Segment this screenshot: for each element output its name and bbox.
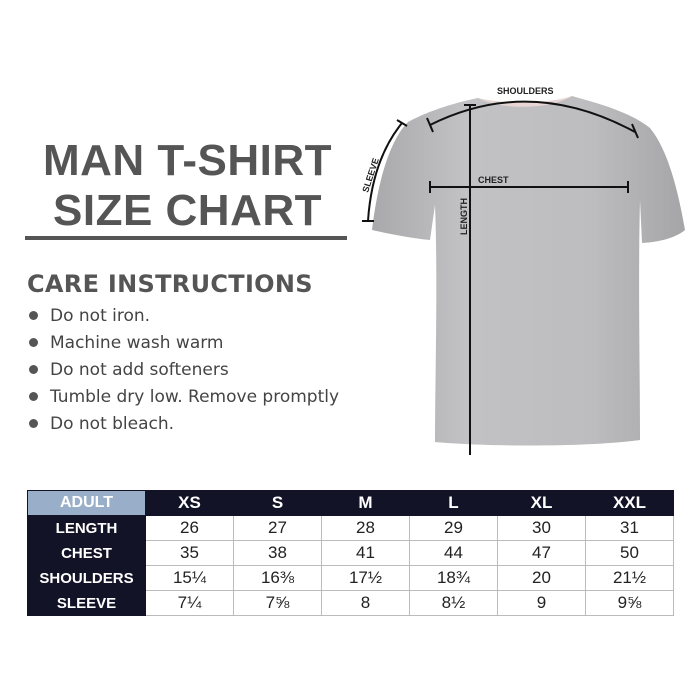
table-cell: 26 [145,515,234,541]
size-header: XS [145,490,234,516]
chest-measure-line [429,181,629,193]
size-header: XXL [585,490,674,516]
shoulders-label: SHOULDERS [497,86,554,96]
table-cell: 9⅝ [585,590,674,616]
care-heading: CARE INSTRUCTIONS [27,270,313,298]
length-measure-line [464,104,476,455]
size-header: L [409,490,498,516]
table-cell: 7⅝ [233,590,322,616]
size-table: ADULT XS S M L XL XXL LENGTH 26 27 28 29… [27,490,674,616]
table-cell: 35 [145,540,234,566]
table-cell: 27 [233,515,322,541]
tshirt-icon [372,96,685,446]
table-cell: 28 [321,515,410,541]
table-cell: 15¼ [145,565,234,591]
bullet-icon [29,338,38,347]
row-label: SHOULDERS [27,565,146,591]
table-cell: 20 [497,565,586,591]
title-divider [25,236,347,240]
table-cell: 18¾ [409,565,498,591]
table-cell: 47 [497,540,586,566]
table-cell: 29 [409,515,498,541]
table-cell: 8 [321,590,410,616]
size-header: M [321,490,410,516]
care-item: Tumble dry low. Remove promptly [27,383,339,410]
table-cell: 8½ [409,590,498,616]
row-label: SLEEVE [27,590,146,616]
care-item: Do not bleach. [27,410,339,437]
table-cell: 30 [497,515,586,541]
table-row: SHOULDERS 15¼ 16⅜ 17½ 18¾ 20 21½ [27,565,674,591]
table-cell: 44 [409,540,498,566]
care-item: Do not iron. [27,302,339,329]
table-cell: 38 [233,540,322,566]
table-cell: 21½ [585,565,674,591]
bullet-icon [29,419,38,428]
care-item: Machine wash warm [27,329,339,356]
bullet-icon [29,365,38,374]
bullet-icon [29,311,38,320]
table-row: LENGTH 26 27 28 29 30 31 [27,515,674,541]
table-cell: 41 [321,540,410,566]
size-header: XL [497,490,586,516]
tshirt-diagram: SHOULDERS CHEST LENGTH SLEEVE [360,86,685,455]
sleeve-measure-line [367,122,403,222]
shoulders-measure-line [429,100,636,133]
table-cell: 7¼ [145,590,234,616]
table-cell: 9 [497,590,586,616]
table-cell: 31 [585,515,674,541]
table-row: SLEEVE 7¼ 7⅝ 8 8½ 9 9⅝ [27,590,674,616]
adult-header: ADULT [27,490,146,516]
table-header-row: ADULT XS S M L XL XXL [27,490,674,516]
bullet-icon [29,392,38,401]
row-label: CHEST [27,540,146,566]
title-line-1: MAN T-SHIRT [42,136,333,185]
care-item: Do not add softeners [27,356,339,383]
table-row: CHEST 35 38 41 44 47 50 [27,540,674,566]
care-list: Do not iron. Machine wash warm Do not ad… [27,302,339,437]
size-header: S [233,490,322,516]
row-label: LENGTH [27,515,146,541]
table-cell: 16⅜ [233,565,322,591]
chest-label: CHEST [478,175,509,185]
table-cell: 50 [585,540,674,566]
table-cell: 17½ [321,565,410,591]
sleeve-label: SLEEVE [360,157,380,194]
title-line-2: SIZE CHART [53,186,322,235]
length-label: LENGTH [459,198,469,235]
